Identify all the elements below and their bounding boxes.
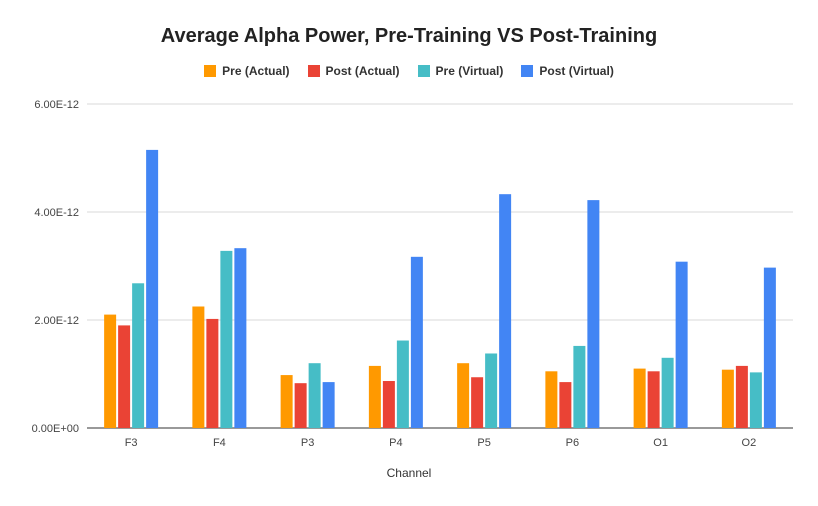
bar-post-actual-o1: [647, 371, 660, 428]
bar-post-virtual-p4: [410, 256, 423, 428]
bar-pre-virtual-p6: [573, 345, 586, 428]
bar-pre-virtual-f4: [220, 250, 233, 428]
bar-post-virtual-o2: [763, 267, 776, 428]
bar-pre-actual-p5: [457, 363, 470, 428]
legend-swatch: [417, 65, 430, 77]
bar-post-virtual-f4: [234, 248, 247, 428]
bar-pre-actual-p3: [280, 375, 293, 428]
bar-pre-actual-f3: [104, 314, 117, 428]
legend-swatch: [521, 65, 534, 77]
bar-pre-actual-p6: [545, 371, 558, 428]
legend-label: Post (Actual): [325, 64, 400, 78]
bar-post-virtual-p5: [499, 194, 512, 428]
y-tick-label: 2.00E-12: [34, 315, 79, 327]
legend-item-post-actual: Post (Actual): [307, 64, 400, 78]
bar-pre-virtual-p3: [308, 363, 321, 428]
bar-pre-virtual-o1: [661, 357, 674, 428]
bar-post-virtual-p6: [587, 200, 600, 428]
bar-post-actual-f4: [206, 318, 219, 428]
x-tick-label: P3: [301, 437, 314, 449]
bar-pre-virtual-p5: [485, 353, 498, 428]
bar-post-actual-p4: [382, 381, 395, 428]
bar-post-virtual-f3: [146, 149, 159, 428]
bar-pre-actual-o1: [633, 368, 646, 428]
y-tick-label: 4.00E-12: [34, 207, 79, 219]
y-tick-label: 0.00E+00: [32, 423, 79, 435]
bar-pre-virtual-p4: [396, 340, 409, 428]
y-tick-label: 6.00E-12: [34, 99, 79, 111]
legend-item-post-virtual: Post (Virtual): [521, 64, 614, 78]
x-axis-label: Channel: [386, 466, 432, 480]
bar-post-actual-p3: [294, 383, 307, 428]
legend-swatch: [307, 65, 320, 77]
bar-post-actual-o2: [735, 365, 748, 428]
chart-title: Average Alpha Power, Pre-Training VS Pos…: [160, 25, 658, 47]
bar-post-actual-p5: [471, 377, 484, 428]
x-tick-label: P6: [566, 437, 579, 449]
bar-post-actual-f3: [118, 325, 131, 428]
legend-label: Post (Virtual): [539, 64, 614, 78]
x-tick-label: P4: [389, 437, 402, 449]
bar-pre-virtual-o2: [749, 372, 762, 428]
legend: Pre (Actual) Post (Actual) Pre (Virtual)…: [0, 64, 818, 78]
legend-label: Pre (Actual): [222, 64, 290, 78]
bar-pre-actual-f4: [192, 306, 205, 428]
x-tick-label: O1: [653, 437, 668, 449]
x-tick-label: F3: [125, 437, 138, 449]
x-tick-label: P5: [477, 437, 490, 449]
bar-pre-virtual-f3: [132, 283, 145, 428]
legend-item-pre-actual: Pre (Actual): [204, 64, 290, 78]
legend-label: Pre (Virtual): [435, 64, 504, 78]
bar-post-actual-p6: [559, 382, 572, 428]
x-tick-label: F4: [213, 437, 226, 449]
legend-swatch: [204, 65, 217, 77]
legend-item-pre-virtual: Pre (Virtual): [417, 64, 504, 78]
bar-pre-actual-p4: [368, 365, 381, 428]
bar-pre-actual-o2: [721, 369, 734, 428]
x-tick-label: O2: [742, 437, 757, 449]
bar-post-virtual-o1: [675, 261, 688, 428]
bar-post-virtual-p3: [322, 382, 335, 428]
